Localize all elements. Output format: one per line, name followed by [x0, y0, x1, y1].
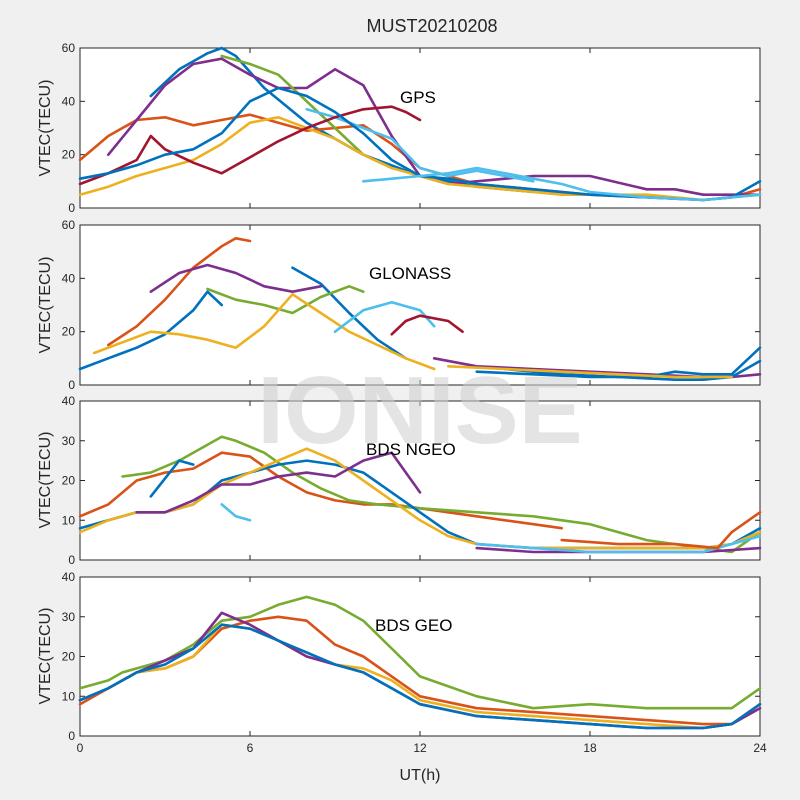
series-line-8: [390, 314, 464, 336]
y-ticks: 0 20 40 60: [62, 218, 760, 392]
y-axis-label: VTEC(TECU): [37, 608, 54, 705]
series-line-9: [361, 166, 762, 202]
y-tick-label: 40: [62, 570, 76, 584]
series-line-1: [78, 451, 564, 530]
plot-area: [78, 237, 762, 382]
series-line-7: [78, 105, 422, 186]
y-tick-label: 40: [62, 271, 76, 285]
axes-background: [79, 224, 761, 386]
y-tick-label: 0: [68, 201, 75, 215]
x-ticks: [79, 401, 761, 560]
series-line-6: [92, 292, 436, 371]
subplot-bds-geo: 0 10 20 30 40 0 6 12 18 24 VTEC(TECU) BDS GEO: [37, 570, 767, 755]
series-line-10: [560, 510, 762, 550]
series-line-2: [291, 266, 408, 360]
y-tick-label: 60: [62, 218, 76, 232]
panel-annotation: BDS GEO: [375, 616, 452, 635]
y-tick-label: 40: [62, 94, 76, 108]
y-tick-label: 0: [68, 553, 75, 567]
x-axis-label: UT(h): [400, 767, 441, 784]
series-line-5: [135, 451, 422, 514]
watermark: IONISE: [257, 357, 582, 464]
series-line-10: [475, 346, 762, 379]
series-line-5: [78, 116, 762, 202]
series-line-3: [78, 623, 762, 730]
x-tick-label: 0: [77, 741, 84, 755]
series-line-12: [446, 364, 734, 379]
x-tick-label: 12: [413, 741, 427, 755]
series-line-6: [149, 459, 195, 498]
series-line-1: [149, 46, 535, 194]
y-tick-label: 30: [62, 434, 76, 448]
series-line-6: [305, 108, 535, 183]
x-tick-label: 18: [583, 741, 597, 755]
y-axis-label: VTEC(TECU): [37, 80, 54, 177]
y-axis-label: VTEC(TECU): [37, 432, 54, 529]
panel-annotation: GLONASS: [369, 264, 451, 283]
series-line-5: [78, 623, 762, 730]
y-tick-label: 20: [62, 650, 76, 664]
y-tick-label: 0: [68, 378, 75, 392]
x-tick-label: 24: [753, 741, 767, 755]
x-ticks: [79, 225, 761, 385]
axes-background: [79, 47, 761, 209]
y-tick-label: 10: [62, 513, 76, 527]
y-ticks: 0 10 20 30 40: [62, 570, 760, 743]
y-tick-label: 20: [62, 325, 76, 339]
series-line-5: [206, 284, 365, 315]
y-ticks: 0 20 40 60: [62, 41, 760, 215]
y-tick-label: 30: [62, 610, 76, 624]
series-line-9: [475, 534, 762, 554]
series-line-3: [107, 57, 762, 196]
y-tick-label: 20: [62, 474, 76, 488]
x-ticks: [79, 48, 761, 208]
axes-background: [79, 576, 761, 737]
y-axis-label: VTEC(TECU): [37, 257, 54, 354]
figure-title: MUST20210208: [366, 16, 497, 36]
y-tick-label: 40: [62, 394, 76, 408]
y-tick-label: 60: [62, 41, 76, 55]
y-tick-label: 20: [62, 148, 76, 162]
y-tick-label: 10: [62, 689, 76, 703]
series-line-4: [149, 263, 323, 294]
plot-area: [78, 595, 762, 730]
plot-area: [78, 46, 762, 202]
subplot-gps: 0 20 40 60 VTEC(TECU) GPS: [37, 41, 762, 215]
series-line-1: [78, 595, 762, 710]
subplot-glonass: 0 20 40 60 VTEC(TECU) GLONASS: [37, 218, 762, 392]
x-ticks: 0 6 12 18 24: [77, 577, 767, 755]
x-tick-label: 6: [247, 741, 254, 755]
panel-annotation: BDS NGEO: [366, 440, 456, 459]
series-line-2: [121, 435, 762, 554]
y-ticks: 0 10 20 30 40: [62, 394, 760, 567]
subplot-bds-ngeo: 0 10 20 30 40 VTEC(TECU) BDS NGEO: [37, 394, 762, 567]
panel-annotation: GPS: [400, 88, 436, 107]
series-line-7: [220, 503, 252, 522]
y-tick-label: 0: [68, 729, 75, 743]
plot-area: [78, 435, 762, 554]
